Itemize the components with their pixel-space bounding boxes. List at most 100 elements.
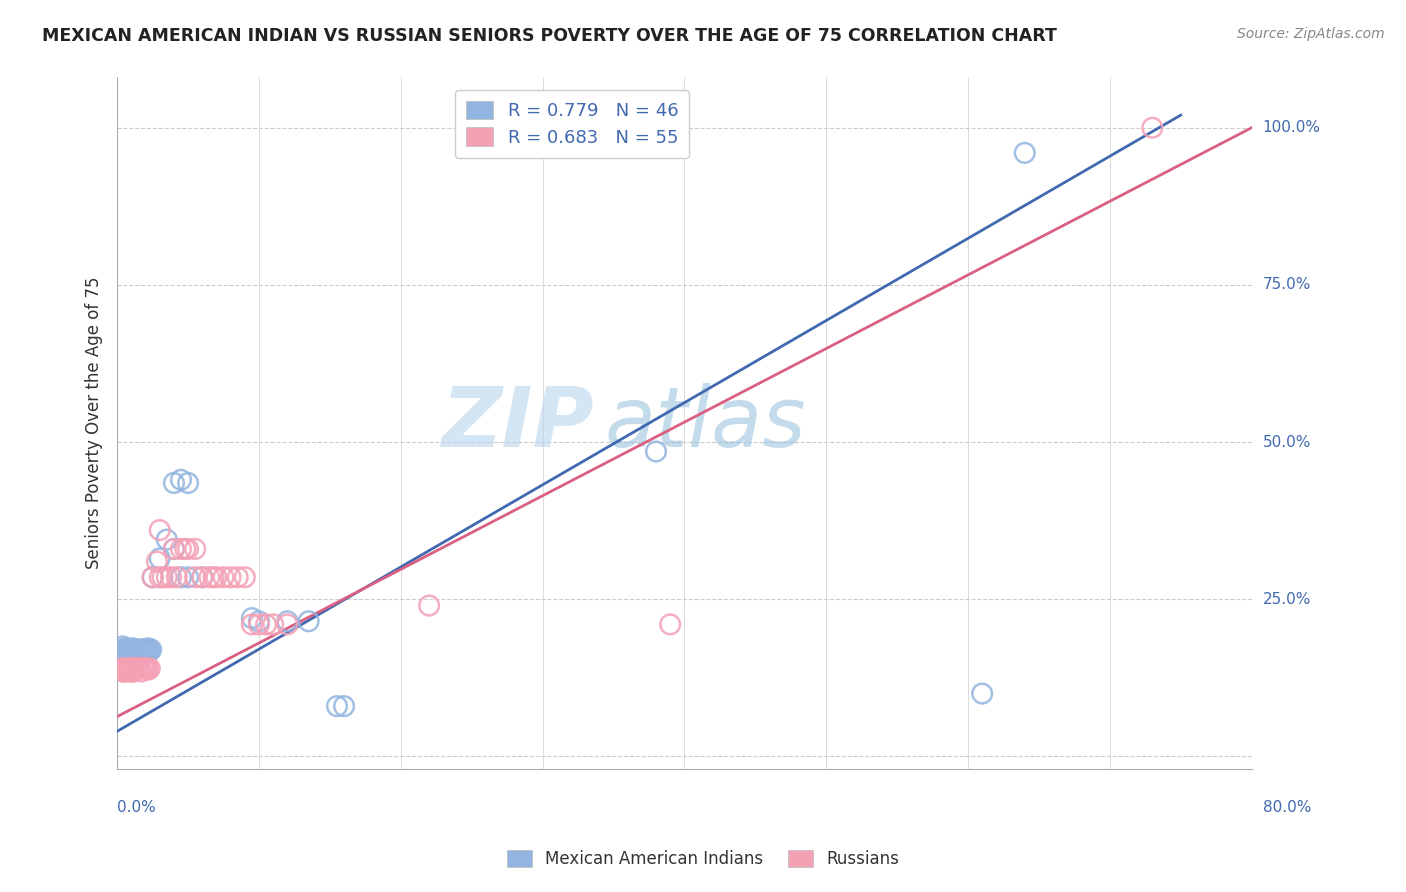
Point xyxy=(110,642,132,657)
Point xyxy=(149,551,172,566)
Point xyxy=(121,665,143,679)
Point xyxy=(117,663,139,677)
Text: MEXICAN AMERICAN INDIAN VS RUSSIAN SENIORS POVERTY OVER THE AGE OF 75 CORRELATIO: MEXICAN AMERICAN INDIAN VS RUSSIAN SENIO… xyxy=(42,27,1057,45)
Text: 50.0%: 50.0% xyxy=(1263,434,1310,450)
Point xyxy=(418,599,440,613)
Point xyxy=(170,570,193,584)
Point xyxy=(132,661,155,675)
Point xyxy=(138,641,160,656)
Point xyxy=(120,661,142,675)
Point xyxy=(121,644,143,658)
Point xyxy=(184,541,207,556)
Point xyxy=(111,665,134,679)
Legend: R = 0.779   N = 46, R = 0.683   N = 55: R = 0.779 N = 46, R = 0.683 N = 55 xyxy=(456,90,689,158)
Point xyxy=(298,614,321,628)
Point xyxy=(112,642,135,657)
Point xyxy=(125,644,148,658)
Text: 25.0%: 25.0% xyxy=(1263,591,1310,607)
Point xyxy=(184,570,207,584)
Point xyxy=(177,570,200,584)
Point xyxy=(138,663,160,677)
Point xyxy=(114,661,136,675)
Point xyxy=(1142,120,1164,135)
Point xyxy=(659,617,682,632)
Point xyxy=(115,661,138,675)
Point xyxy=(326,699,349,714)
Point xyxy=(198,570,221,584)
Text: atlas: atlas xyxy=(605,383,807,464)
Point xyxy=(156,533,179,547)
Point xyxy=(142,570,165,584)
Text: 100.0%: 100.0% xyxy=(1263,120,1320,136)
Point xyxy=(132,642,155,657)
Point xyxy=(136,644,159,658)
Point xyxy=(135,661,157,675)
Point xyxy=(219,570,242,584)
Point xyxy=(142,570,165,584)
Point xyxy=(170,541,193,556)
Point xyxy=(115,665,138,679)
Point xyxy=(174,541,197,556)
Point xyxy=(163,541,186,556)
Point xyxy=(128,661,150,675)
Point xyxy=(112,665,135,679)
Point xyxy=(118,642,141,657)
Point xyxy=(120,646,142,660)
Point xyxy=(240,617,263,632)
Point xyxy=(129,665,152,679)
Point xyxy=(129,642,152,657)
Point xyxy=(166,570,188,584)
Point xyxy=(115,642,138,657)
Point xyxy=(191,570,214,584)
Point xyxy=(127,661,149,675)
Point xyxy=(125,661,148,675)
Point xyxy=(226,570,249,584)
Point xyxy=(170,473,193,487)
Point xyxy=(205,570,228,584)
Y-axis label: Seniors Poverty Over the Age of 75: Seniors Poverty Over the Age of 75 xyxy=(86,277,103,569)
Point xyxy=(276,617,298,632)
Point xyxy=(202,570,225,584)
Text: Source: ZipAtlas.com: Source: ZipAtlas.com xyxy=(1237,27,1385,41)
Point xyxy=(972,687,994,701)
Point xyxy=(122,642,145,657)
Point xyxy=(149,523,172,537)
Point xyxy=(122,661,145,675)
Point xyxy=(120,642,142,657)
Point xyxy=(254,617,277,632)
Point xyxy=(134,661,156,675)
Point xyxy=(163,475,186,490)
Text: 0.0%: 0.0% xyxy=(117,799,156,814)
Legend: Mexican American Indians, Russians: Mexican American Indians, Russians xyxy=(501,843,905,875)
Point xyxy=(136,661,159,675)
Point xyxy=(146,555,169,569)
Point xyxy=(134,642,156,657)
Point xyxy=(135,642,157,657)
Point xyxy=(177,541,200,556)
Point xyxy=(141,642,163,657)
Point xyxy=(163,541,186,556)
Point xyxy=(139,661,162,675)
Point xyxy=(247,617,270,632)
Point xyxy=(233,570,256,584)
Point xyxy=(333,699,356,714)
Point xyxy=(128,644,150,658)
Text: 80.0%: 80.0% xyxy=(1263,799,1310,814)
Point xyxy=(117,642,139,657)
Point xyxy=(152,570,174,584)
Text: 75.0%: 75.0% xyxy=(1263,277,1310,293)
Point xyxy=(149,570,172,584)
Point xyxy=(156,570,179,584)
Point xyxy=(276,614,298,628)
Point xyxy=(114,641,136,656)
Point xyxy=(112,661,135,675)
Text: ZIP: ZIP xyxy=(441,383,593,464)
Point xyxy=(115,644,138,658)
Point xyxy=(262,617,284,632)
Point xyxy=(112,646,135,660)
Point xyxy=(124,663,146,677)
Point xyxy=(191,570,214,584)
Point xyxy=(160,570,183,584)
Point xyxy=(247,614,270,628)
Point xyxy=(117,644,139,658)
